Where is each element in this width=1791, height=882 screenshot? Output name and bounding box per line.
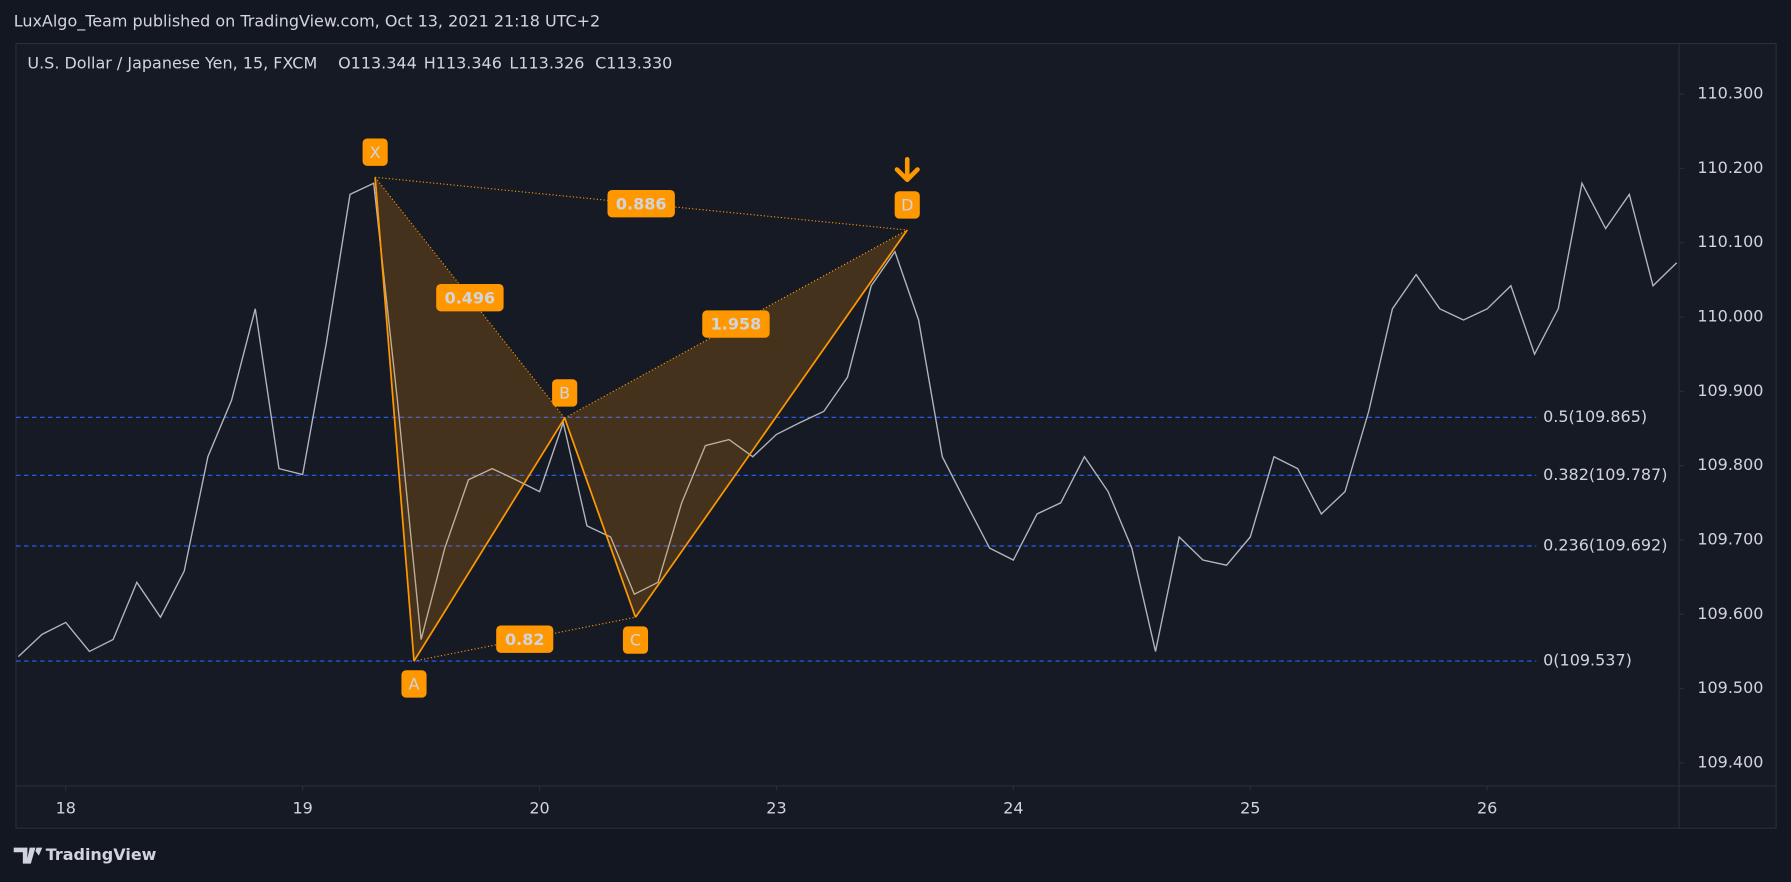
fib-label: 0.382(109.787) xyxy=(1543,465,1667,484)
x-tick-label: 25 xyxy=(1240,798,1260,817)
y-tick-label: 109.400 xyxy=(1697,752,1763,771)
pattern-fill xyxy=(375,177,565,662)
y-tick-label: 110.000 xyxy=(1697,307,1763,326)
ratio-label: 0.82 xyxy=(505,630,544,649)
pattern-leg xyxy=(563,417,637,618)
ratio-box xyxy=(436,283,504,312)
point-label: D xyxy=(901,196,913,215)
x-tick-label: 24 xyxy=(1003,798,1023,817)
ohlc-value: L113.326 xyxy=(509,54,584,73)
pattern-fill xyxy=(564,230,908,618)
point-label: C xyxy=(630,631,641,650)
point-box xyxy=(552,379,578,407)
point-box xyxy=(622,626,649,654)
chart-frame xyxy=(15,42,1777,829)
pattern-leg xyxy=(374,177,415,662)
y-tick-label: 109.500 xyxy=(1697,678,1763,697)
ohlc-value: O113.344 xyxy=(338,54,417,73)
fib-label: 0.5(109.865) xyxy=(1543,407,1647,426)
ohlc-value: C113.330 xyxy=(595,54,672,73)
x-tick-label: 23 xyxy=(766,798,786,817)
point-label: B xyxy=(559,384,570,403)
point-box xyxy=(894,191,920,219)
x-tick-label: 19 xyxy=(292,798,312,817)
chart-title: U.S. Dollar / Japanese Yen, 15, FXCM xyxy=(27,54,317,73)
y-tick-label: 109.900 xyxy=(1697,381,1763,400)
ratio-label: 0.496 xyxy=(445,288,496,307)
ratio-label: 1.958 xyxy=(711,315,762,334)
y-tick-label: 109.700 xyxy=(1697,529,1763,548)
point-label: A xyxy=(409,675,420,694)
x-tick-label: 26 xyxy=(1477,798,1497,817)
ohlc-value: H113.346 xyxy=(424,54,502,73)
pattern-leg xyxy=(634,229,908,618)
y-tick-label: 110.100 xyxy=(1697,232,1763,251)
point-box xyxy=(362,138,388,166)
price-line xyxy=(17,181,1678,658)
fib-label: 0.236(109.692) xyxy=(1543,535,1667,554)
ratio-box xyxy=(607,189,675,218)
logo-icon xyxy=(13,847,43,864)
publish-header: LuxAlgo_Team published on TradingView.co… xyxy=(14,11,601,31)
pattern-leg xyxy=(413,417,566,662)
y-tick-label: 109.800 xyxy=(1697,455,1763,474)
ratio-box xyxy=(702,310,770,338)
y-tick-label: 110.300 xyxy=(1697,84,1763,103)
point-label: X xyxy=(370,143,381,162)
point-box xyxy=(401,670,427,698)
x-tick-label: 20 xyxy=(529,798,549,817)
ratio-label: 0.886 xyxy=(616,194,667,213)
y-tick-label: 110.200 xyxy=(1697,158,1763,177)
logo-text: TradingView xyxy=(46,845,157,864)
fib-label: 0(109.537) xyxy=(1543,651,1632,670)
sell-arrow xyxy=(894,156,920,183)
x-tick-label: 18 xyxy=(56,798,76,817)
y-tick-label: 109.600 xyxy=(1697,604,1763,623)
ratio-box xyxy=(496,625,554,653)
